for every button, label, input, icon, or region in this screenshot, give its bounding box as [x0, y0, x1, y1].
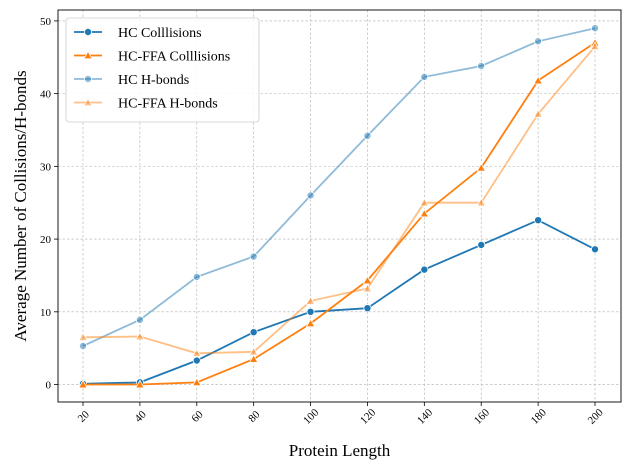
y-tick-label: 0: [46, 380, 52, 392]
data-point: [477, 240, 486, 249]
data-point: [135, 379, 145, 389]
data-point: [420, 265, 429, 274]
x-tick-label: 120: [358, 406, 379, 427]
y-tick-label: 10: [40, 307, 52, 319]
legend-label: HC-FFA H-bonds: [118, 97, 218, 112]
legend: HC Colllisions HC-FFA Colllisions HC H-bon…: [65, 17, 260, 123]
data-point: [83, 97, 93, 107]
data-point: [591, 24, 600, 33]
legend-frame: [65, 17, 260, 123]
data-point: [590, 41, 600, 51]
data-point: [249, 252, 258, 261]
data-point: [248, 346, 259, 356]
x-tick-label: 200: [586, 406, 607, 427]
data-point: [363, 304, 372, 313]
series-1: [79, 216, 600, 388]
data-point: [305, 295, 316, 305]
data-point: [306, 191, 315, 200]
x-tick-label: 180: [529, 406, 550, 427]
data-point: [476, 162, 487, 172]
legend-item: HC-FFA Colllisions: [74, 50, 230, 65]
legend-item: HC Colllisions: [74, 26, 202, 41]
data-point: [78, 332, 88, 341]
data-point: [84, 27, 93, 36]
data-point: [533, 109, 543, 118]
y-tick-label: 30: [40, 161, 52, 173]
data-point: [78, 379, 88, 389]
data-point: [84, 75, 93, 84]
y-tick-label: 50: [40, 16, 52, 28]
legend-item: HC-FFA H-bonds: [74, 97, 218, 112]
data-point: [363, 131, 372, 140]
y-tick-label: 20: [40, 234, 52, 246]
legend-item: HC H-bonds: [74, 73, 189, 88]
legend-label: HC H-bonds: [118, 73, 189, 88]
data-point: [83, 50, 93, 60]
x-tick-label: 40: [132, 408, 149, 425]
data-point: [476, 197, 487, 207]
data-point: [192, 272, 201, 281]
data-point: [191, 348, 202, 357]
data-point: [420, 72, 429, 81]
data-point: [306, 307, 315, 316]
series-4: [78, 41, 600, 357]
x-tick-label: 160: [472, 406, 493, 427]
x-tick-label: 140: [415, 406, 436, 427]
data-point: [191, 377, 202, 387]
data-point: [591, 245, 600, 254]
data-point: [362, 283, 373, 293]
series-2: [78, 37, 600, 389]
series-line: [82, 45, 596, 355]
series-line: [82, 27, 596, 347]
data-point: [419, 208, 430, 218]
data-point: [192, 356, 201, 365]
data-point: [135, 315, 144, 324]
data-point: [534, 216, 543, 225]
legend-label: HC Colllisions: [118, 26, 202, 41]
legend-label: HC-FFA Colllisions: [118, 50, 230, 65]
data-point: [533, 75, 543, 85]
series-line: [83, 41, 596, 386]
x-tick-label: 100: [301, 406, 322, 427]
data-point: [477, 62, 486, 71]
series-line: [82, 219, 596, 385]
data-point: [305, 318, 316, 328]
data-point: [249, 328, 258, 337]
plot-frame: [57, 9, 622, 403]
series-layer: [78, 24, 600, 389]
x-tick-label: 60: [189, 408, 206, 425]
data-point: [534, 37, 543, 46]
series-3: [79, 24, 600, 350]
y-tick-label: 40: [40, 89, 52, 101]
data-point: [79, 341, 88, 350]
data-point: [419, 197, 430, 207]
x-axis-label: Protein Length: [289, 441, 391, 460]
y-axis-label: Average Number of Collisions/H-bonds: [11, 70, 30, 341]
data-point: [248, 354, 259, 363]
x-tick-label: 80: [246, 408, 263, 425]
x-tick-label: 20: [76, 408, 93, 425]
data-point: [135, 331, 145, 341]
